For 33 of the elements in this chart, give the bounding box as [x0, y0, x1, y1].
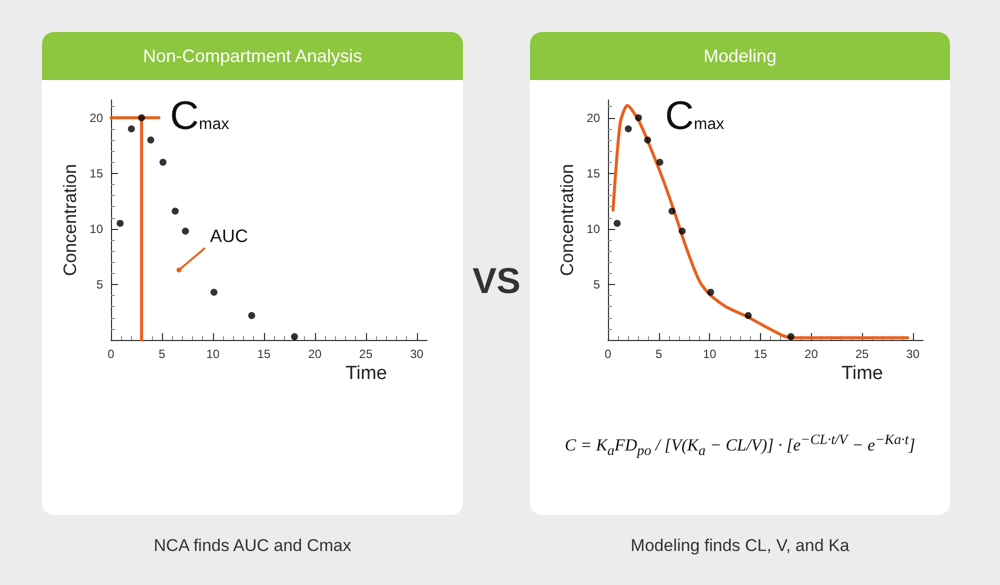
x-axis-title: Time: [841, 363, 883, 384]
text: NCA finds AUC and Cmax: [152, 536, 352, 556]
y-tick-label: 20: [90, 110, 104, 125]
x-tick-label: 5: [158, 347, 166, 361]
y-tick-label: 20: [586, 110, 600, 125]
x-tick-label: 30: [410, 347, 424, 361]
x-tick-label: 30: [906, 347, 920, 361]
y-tick-label: 10: [90, 222, 104, 236]
x-tick-label: 20: [308, 347, 322, 361]
y-tick-label: 15: [586, 166, 600, 180]
x-tick-label: 20: [804, 347, 818, 361]
x-tick-label: 25: [855, 347, 870, 361]
y-tick-label: 15: [90, 166, 104, 180]
x-tick-label: 0: [108, 347, 115, 361]
text: VS: [471, 260, 522, 302]
text: C = K$_{a}$FD$_{po}$ / [V(K$_{a}$ − CL/V)] · [e$^{−CL·t/V}$ − e$^{−Ka·t}$]: [564, 432, 916, 460]
y-axis-title: Concentration: [556, 164, 577, 276]
chart-title: Non-Compartment Analysis: [42, 32, 463, 80]
x-tick-label: 5: [655, 347, 662, 361]
annotation: AUC: [210, 226, 248, 247]
text: Modeling finds CL, V, and Ka: [630, 536, 850, 556]
x-tick-label: 15: [754, 347, 768, 361]
x-tick-label: 10: [702, 347, 717, 361]
x-axis-title: Time: [345, 363, 387, 384]
y-tick-label: 5: [96, 277, 104, 292]
y-axis-title: Concentration: [60, 164, 80, 276]
x-tick-label: 15: [257, 347, 271, 361]
x-tick-label: 0: [604, 347, 612, 361]
y-tick-label: 10: [586, 222, 600, 236]
chart-title: Modeling: [530, 32, 950, 80]
x-tick-label: 25: [359, 347, 373, 361]
y-tick-label: 5: [593, 277, 600, 292]
x-tick-label: 10: [206, 347, 220, 361]
